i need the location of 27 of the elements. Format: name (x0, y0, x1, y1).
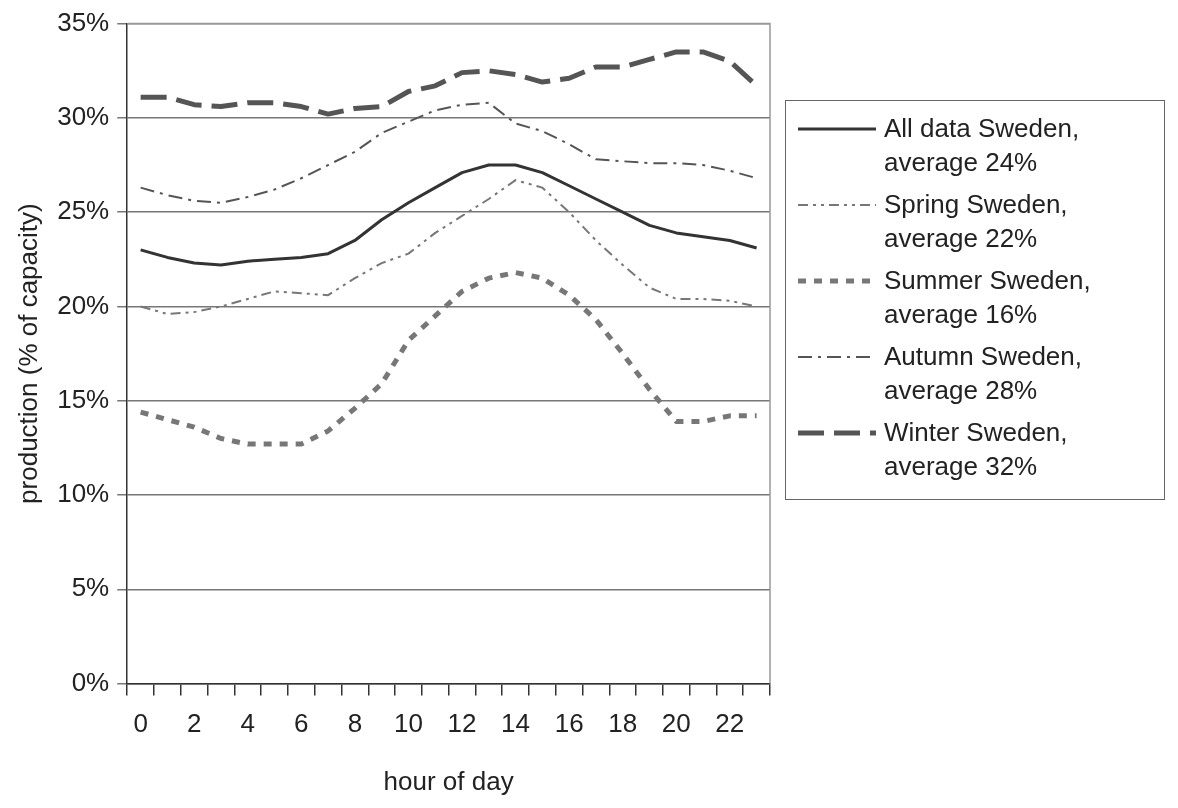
y-axis-title: production (% of capacity) (12, 203, 43, 504)
y-tick-label: 25% (57, 195, 110, 226)
legend-label: Winter Sweden, average 32% (884, 416, 1069, 483)
legend-label: All data Sweden, average 24% (884, 112, 1081, 179)
x-tick-label: 22 (715, 708, 745, 739)
y-tick-label: 35% (57, 6, 110, 37)
x-tick-label: 0 (133, 708, 148, 739)
x-tick-label: 12 (447, 708, 477, 739)
y-tick-label: 20% (57, 289, 110, 320)
x-tick-label: 20 (661, 708, 691, 739)
x-tick-label: 10 (393, 708, 423, 739)
y-tick-label: 10% (57, 478, 110, 509)
x-tick-label: 2 (186, 708, 202, 739)
legend-label: Autumn Sweden, average 28% (884, 340, 1083, 407)
y-tick-label: 0% (71, 666, 110, 697)
x-tick-label: 8 (347, 708, 363, 739)
legend-label: Spring Sweden, average 22% (884, 188, 1069, 255)
x-axis-title: hour of day (383, 765, 514, 796)
x-tick-label: 18 (608, 708, 638, 739)
x-tick-label: 14 (501, 708, 531, 739)
x-tick-label: 6 (294, 708, 309, 739)
y-tick-label: 5% (71, 572, 110, 603)
x-tick-label: 4 (240, 708, 255, 739)
legend-label: Summer Sweden, average 16% (884, 264, 1092, 331)
x-tick-label: 16 (554, 708, 584, 739)
y-tick-label: 15% (57, 383, 110, 414)
y-tick-label: 30% (57, 101, 110, 132)
